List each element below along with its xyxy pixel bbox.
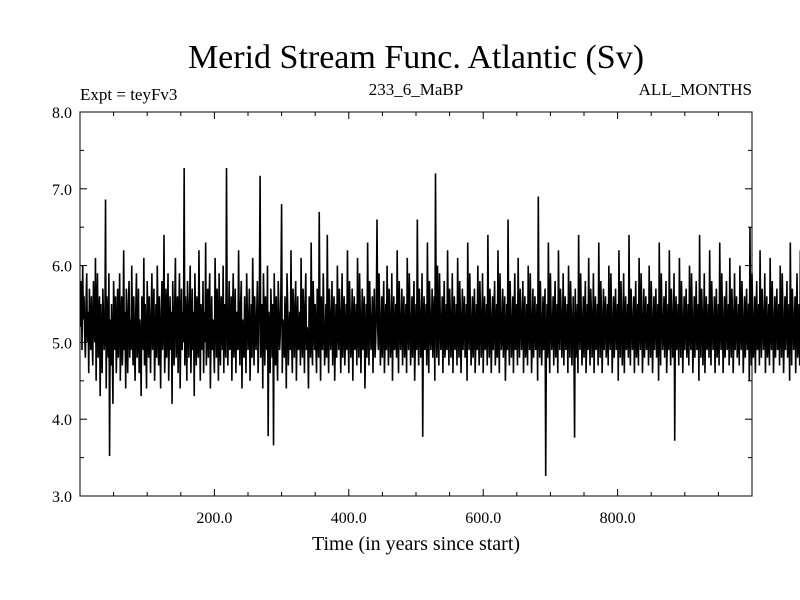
chart-subtitle-left: Expt = teyFv3 (80, 85, 177, 104)
series-line (79, 168, 800, 477)
chart-title: Merid Stream Func. Atlantic (Sv) (188, 39, 644, 76)
y-tick-label: 7.0 (52, 182, 72, 199)
y-tick-label: 5.0 (52, 335, 72, 352)
y-tick-label: 4.0 (52, 412, 72, 429)
x-tick-label: 400.0 (331, 510, 367, 527)
x-tick-label: 600.0 (465, 510, 501, 527)
x-tick-label: 800.0 (600, 510, 636, 527)
y-tick-label: 6.0 (52, 259, 72, 276)
series-group (79, 168, 800, 477)
chart-subtitle-right: ALL_MONTHS (639, 80, 752, 99)
x-tick-label: 200.0 (196, 510, 232, 527)
plot-frame (79, 111, 753, 497)
chart-subtitle-center: 233_6_MaBP (369, 80, 463, 99)
x-axis-label: Time (in years since start) (312, 533, 520, 555)
axes-group: 200.0 400.0 600.0 800.0 3.0 4.0 5.0 6.0 7.0 8.0 (52, 105, 752, 527)
y-tick-label: 8.0 (52, 105, 72, 122)
y-tick-label: 3.0 (52, 489, 72, 506)
